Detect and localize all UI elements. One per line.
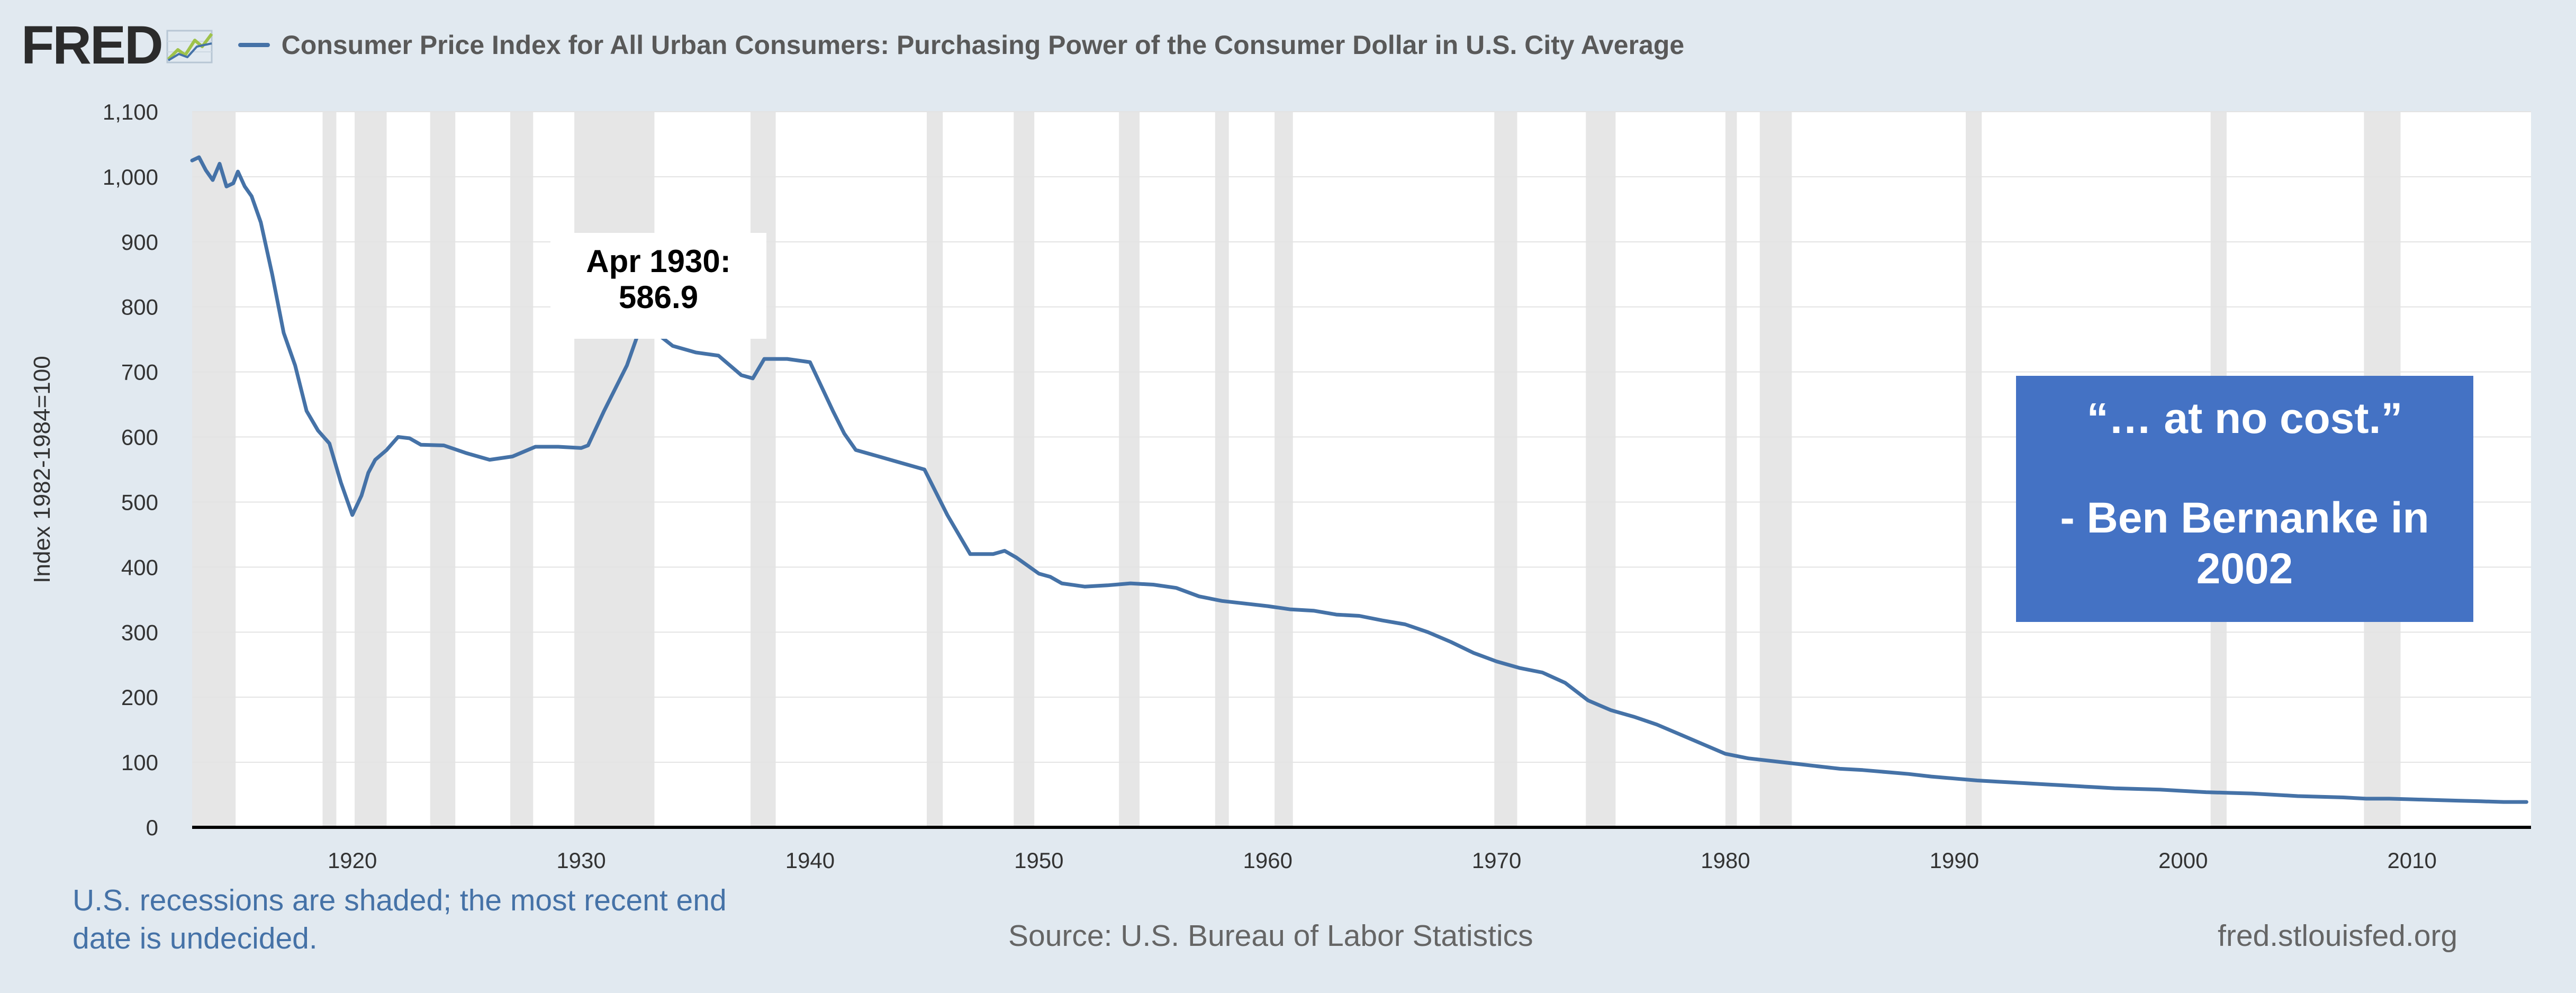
x-tick-label: 1980 — [1701, 848, 1750, 873]
x-tick-label: 1970 — [1472, 848, 1521, 873]
chart-header: FRED Consumer Price Index for All Urban … — [21, 15, 1685, 75]
x-tick-label: 2010 — [2387, 848, 2436, 873]
x-tick-label: 2000 — [2158, 848, 2208, 873]
y-tick-label: 1,000 — [103, 165, 158, 189]
x-tick-label: 1960 — [1243, 848, 1292, 873]
y-tick-label: 900 — [121, 230, 158, 255]
quote-attribution: - Ben Bernanke in 2002 — [2060, 494, 2429, 593]
recession-band — [1725, 112, 1737, 827]
y-tick-label: 0 — [146, 815, 158, 840]
recession-band — [1215, 112, 1229, 827]
site-link[interactable]: fred.stlouisfed.org — [2218, 919, 2458, 953]
series-line — [190, 155, 2528, 804]
y-tick-label: 800 — [121, 295, 158, 320]
data-point-tooltip: Apr 1930: 586.9 — [550, 233, 766, 339]
recession-band — [1966, 112, 1982, 827]
tooltip-value: 586.9 — [618, 279, 699, 315]
x-tick-label: 1950 — [1014, 848, 1063, 873]
recession-band — [1119, 112, 1140, 827]
recession-band — [1759, 112, 1792, 827]
recession-band — [322, 112, 337, 827]
recession-band — [751, 112, 776, 827]
recession-band — [430, 112, 456, 827]
recession-band — [510, 112, 534, 827]
x-tick-label: 1920 — [328, 848, 377, 873]
source-note: Source: U.S. Bureau of Labor Statistics — [1008, 919, 1533, 953]
recession-note: U.S. recessions are shaded; the most rec… — [73, 883, 727, 955]
fred-logo[interactable]: FRED — [21, 14, 164, 75]
line-chart-icon — [166, 30, 213, 64]
x-tick-label: 1940 — [785, 848, 835, 873]
x-tick-label: 1930 — [556, 848, 605, 873]
quote-text: “… at no cost.” — [2086, 394, 2403, 443]
y-tick-label: 400 — [121, 555, 158, 580]
chart-title: Consumer Price Index for All Urban Consu… — [281, 30, 1685, 60]
recession-band — [1586, 112, 1616, 827]
x-tick-label: 1990 — [1930, 848, 1979, 873]
recession-band — [926, 112, 943, 827]
y-tick-label: 600 — [121, 425, 158, 450]
y-tick-label: 100 — [121, 750, 158, 775]
recession-band — [574, 112, 655, 827]
recession-band — [1275, 112, 1293, 827]
y-tick-label: 200 — [121, 685, 158, 710]
quote-callout: “… at no cost.” - Ben Bernanke in 2002 — [2016, 376, 2473, 622]
series-legend-swatch — [238, 43, 270, 47]
y-tick-label: 1,100 — [103, 100, 158, 124]
y-tick-label: 300 — [121, 620, 158, 645]
recession-band — [192, 112, 236, 827]
y-axis-label: Index 1982-1984=100 — [29, 356, 55, 583]
y-tick-label: 700 — [121, 360, 158, 385]
recession-band — [1014, 112, 1035, 827]
y-tick-label: 500 — [121, 490, 158, 514]
recession-band — [1494, 112, 1517, 827]
tooltip-date: Apr 1930: — [586, 243, 731, 279]
